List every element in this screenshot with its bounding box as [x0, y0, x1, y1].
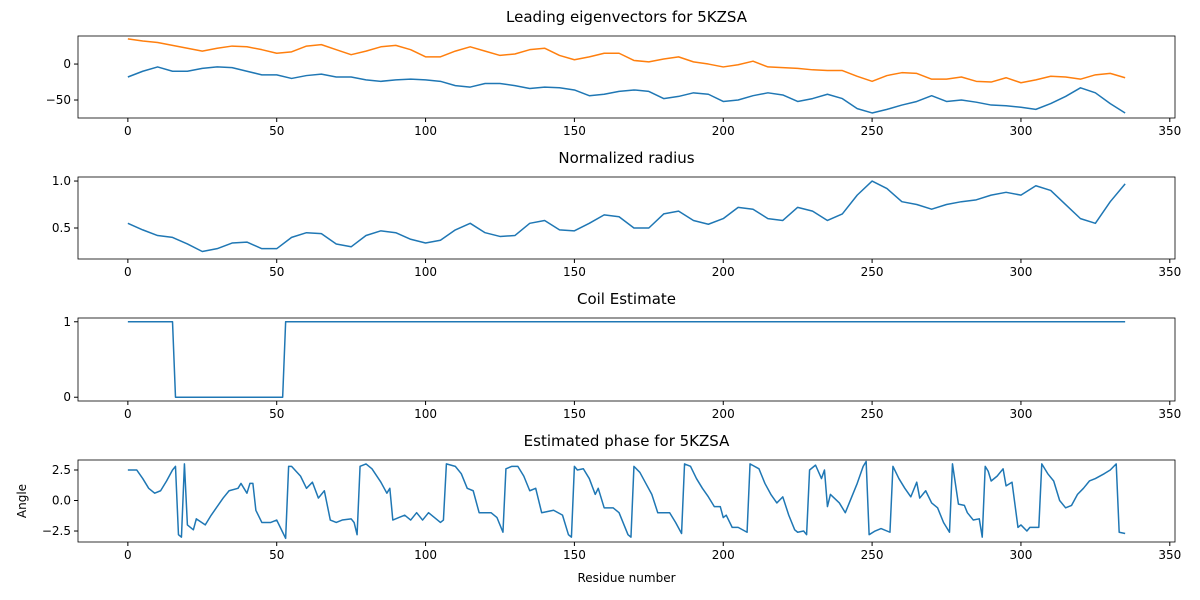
- x-tick-label: 300: [1009, 265, 1032, 279]
- y-tick-label: 1: [63, 315, 71, 329]
- x-tick-label: 150: [563, 407, 586, 421]
- subplot-title: Coil Estimate: [577, 290, 676, 308]
- data-line: [127, 460, 1126, 540]
- axes-frame: [77, 317, 1176, 402]
- data-line: [127, 180, 1126, 253]
- y-tick-label: 0: [63, 57, 71, 71]
- x-tick-label: 200: [712, 265, 735, 279]
- data-line: [127, 38, 1126, 84]
- x-tick-label: 250: [861, 548, 884, 562]
- x-tick-label: 100: [414, 265, 437, 279]
- x-tick-label: 250: [861, 124, 884, 138]
- x-tick-label: 0: [124, 124, 132, 138]
- x-tick-label: 300: [1009, 548, 1032, 562]
- x-tick-label: 50: [269, 407, 284, 421]
- x-tick-label: 150: [563, 548, 586, 562]
- data-line: [127, 321, 1126, 398]
- x-tick-label: 300: [1009, 124, 1032, 138]
- x-tick-label: 200: [712, 124, 735, 138]
- axes-frame: [77, 459, 1176, 543]
- x-tick-label: 50: [269, 548, 284, 562]
- y-tick-label: 0.0: [52, 494, 71, 508]
- y-tick-label: 0: [63, 390, 71, 404]
- axes-frame: [77, 35, 1176, 119]
- y-axis-label: Angle: [15, 484, 29, 518]
- x-tick-label: 200: [712, 407, 735, 421]
- x-tick-label: 350: [1158, 548, 1181, 562]
- x-tick-label: 350: [1158, 124, 1181, 138]
- x-tick-label: 150: [563, 124, 586, 138]
- x-tick-label: 250: [861, 407, 884, 421]
- x-tick-label: 350: [1158, 407, 1181, 421]
- x-tick-label: 100: [414, 124, 437, 138]
- x-tick-label: 50: [269, 265, 284, 279]
- axes-frame: [77, 176, 1176, 260]
- x-tick-label: 100: [414, 548, 437, 562]
- x-tick-label: 200: [712, 548, 735, 562]
- y-tick-label: 2.5: [52, 463, 71, 477]
- y-tick-label: 1.0: [52, 174, 71, 188]
- x-tick-label: 350: [1158, 265, 1181, 279]
- x-tick-label: 0: [124, 407, 132, 421]
- data-line: [127, 66, 1126, 114]
- y-tick-label: −50: [46, 93, 71, 107]
- x-tick-label: 100: [414, 407, 437, 421]
- subplot-title: Leading eigenvectors for 5KZSA: [506, 8, 748, 26]
- x-tick-label: 50: [269, 124, 284, 138]
- y-tick-label: 0.5: [52, 221, 71, 235]
- x-tick-label: 0: [124, 265, 132, 279]
- subplot-title: Normalized radius: [558, 149, 694, 167]
- x-axis-label: Residue number: [577, 571, 675, 585]
- x-tick-label: 250: [861, 265, 884, 279]
- x-tick-label: 0: [124, 548, 132, 562]
- x-tick-label: 150: [563, 265, 586, 279]
- x-tick-label: 300: [1009, 407, 1032, 421]
- y-tick-label: −2.5: [42, 524, 71, 538]
- subplot-title: Estimated phase for 5KZSA: [524, 432, 730, 450]
